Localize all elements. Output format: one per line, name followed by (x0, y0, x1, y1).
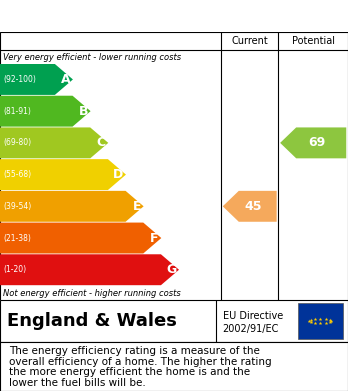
Polygon shape (0, 191, 144, 222)
Polygon shape (0, 159, 126, 190)
Text: (39-54): (39-54) (3, 202, 32, 211)
Polygon shape (0, 222, 161, 253)
Polygon shape (280, 127, 346, 158)
Text: (92-100): (92-100) (3, 75, 36, 84)
Text: Potential: Potential (292, 36, 335, 46)
Text: Current: Current (231, 36, 268, 46)
Text: F: F (150, 231, 159, 244)
Text: (55-68): (55-68) (3, 170, 32, 179)
Polygon shape (0, 254, 179, 285)
Text: (1-20): (1-20) (3, 265, 26, 274)
Text: D: D (113, 168, 123, 181)
Polygon shape (223, 191, 277, 222)
Text: 45: 45 (244, 200, 262, 213)
Text: 69: 69 (308, 136, 325, 149)
Text: E: E (133, 200, 141, 213)
Bar (298, 303, 343, 339)
Text: (21-38): (21-38) (3, 233, 31, 242)
Text: EU Directive: EU Directive (223, 311, 283, 321)
Text: The energy efficiency rating is a measure of the: The energy efficiency rating is a measur… (9, 346, 260, 356)
Text: B: B (78, 105, 88, 118)
Text: lower the fuel bills will be.: lower the fuel bills will be. (9, 378, 145, 388)
Text: overall efficiency of a home. The higher the rating: overall efficiency of a home. The higher… (9, 357, 271, 367)
Text: C: C (96, 136, 105, 149)
Text: (81-91): (81-91) (3, 107, 31, 116)
Text: Energy Efficiency Rating: Energy Efficiency Rating (10, 9, 221, 23)
Text: the more energy efficient the home is and the: the more energy efficient the home is an… (9, 368, 250, 377)
Text: England & Wales: England & Wales (7, 312, 177, 330)
Text: Very energy efficient - lower running costs: Very energy efficient - lower running co… (3, 52, 182, 61)
Text: 2002/91/EC: 2002/91/EC (223, 324, 279, 334)
Polygon shape (0, 96, 90, 127)
Text: Not energy efficient - higher running costs: Not energy efficient - higher running co… (3, 289, 181, 298)
Text: G: G (166, 263, 176, 276)
Text: A: A (61, 73, 70, 86)
Text: (69-80): (69-80) (3, 138, 32, 147)
Polygon shape (0, 64, 73, 95)
Polygon shape (0, 127, 108, 158)
